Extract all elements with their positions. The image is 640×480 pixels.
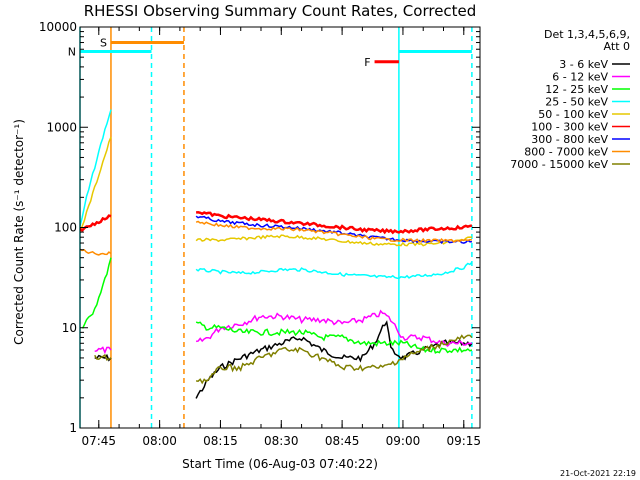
y-tick-label: 10000 [39, 20, 77, 34]
legend-entry-label: 100 - 300 keV [531, 121, 608, 134]
series-line [195, 309, 472, 347]
legend-header: Det 1,3,4,5,6,9, [544, 28, 630, 41]
legend-entry-label: 7000 - 15000 keV [510, 158, 608, 171]
chart-title: RHESSI Observing Summary Count Rates, Co… [84, 2, 477, 20]
series-line [195, 334, 473, 385]
x-tick-label: 08:45 [325, 434, 360, 448]
vertical-markers [79, 27, 473, 428]
x-tick-label: 08:30 [264, 434, 299, 448]
x-tick-label: 07:45 [81, 434, 116, 448]
series-line [94, 353, 112, 361]
series-line [80, 109, 112, 227]
series-line [195, 261, 473, 280]
series-line [195, 321, 473, 354]
legend-entry-label: 6 - 12 keV [552, 71, 608, 84]
x-tick-label: 08:00 [142, 434, 177, 448]
x-axis-label: Start Time (06-Aug-03 07:40:22) [182, 457, 378, 471]
footer-timestamp: 21-Oct-2021 22:19 [560, 469, 636, 478]
legend-entry-label: 12 - 25 keV [545, 83, 608, 96]
y-axis: 1 10 100 1000 10000 [39, 20, 480, 435]
y-tick-label: 1 [69, 421, 77, 435]
data-series [80, 109, 473, 399]
y-axis-label: Corrected Count Rate (s⁻¹ detector⁻¹) [12, 119, 26, 345]
series-line [80, 136, 112, 232]
legend-entry-label: 800 - 7000 keV [524, 146, 608, 159]
legend-entry-label: 50 - 100 keV [538, 108, 608, 121]
series-line [195, 220, 473, 243]
legend-entry-label: 25 - 50 keV [545, 96, 608, 109]
x-tick-label: 09:00 [386, 434, 421, 448]
x-axis: 07:45 08:00 08:15 08:30 08:45 09:00 09:15 [81, 27, 481, 448]
series-line [94, 346, 112, 355]
legend-entry-label: 3 - 6 keV [559, 58, 608, 71]
flag-label: S [100, 37, 107, 50]
series-line [195, 211, 473, 235]
y-tick-label: 1000 [46, 120, 77, 134]
y-tick-label: 100 [54, 221, 77, 235]
flag-label: N [68, 45, 76, 58]
x-tick-label: 09:15 [446, 434, 481, 448]
legend-entry-label: 300 - 800 keV [531, 133, 608, 146]
series-line [195, 234, 472, 247]
y-tick-label: 10 [62, 321, 77, 335]
series-line [81, 257, 112, 329]
flag-bars: S N F [68, 37, 472, 69]
x-tick-label: 08:15 [203, 434, 238, 448]
flag-label: F [364, 56, 370, 69]
legend-header: Att 0 [604, 40, 630, 53]
series-line [195, 320, 473, 399]
series-line [80, 248, 112, 256]
